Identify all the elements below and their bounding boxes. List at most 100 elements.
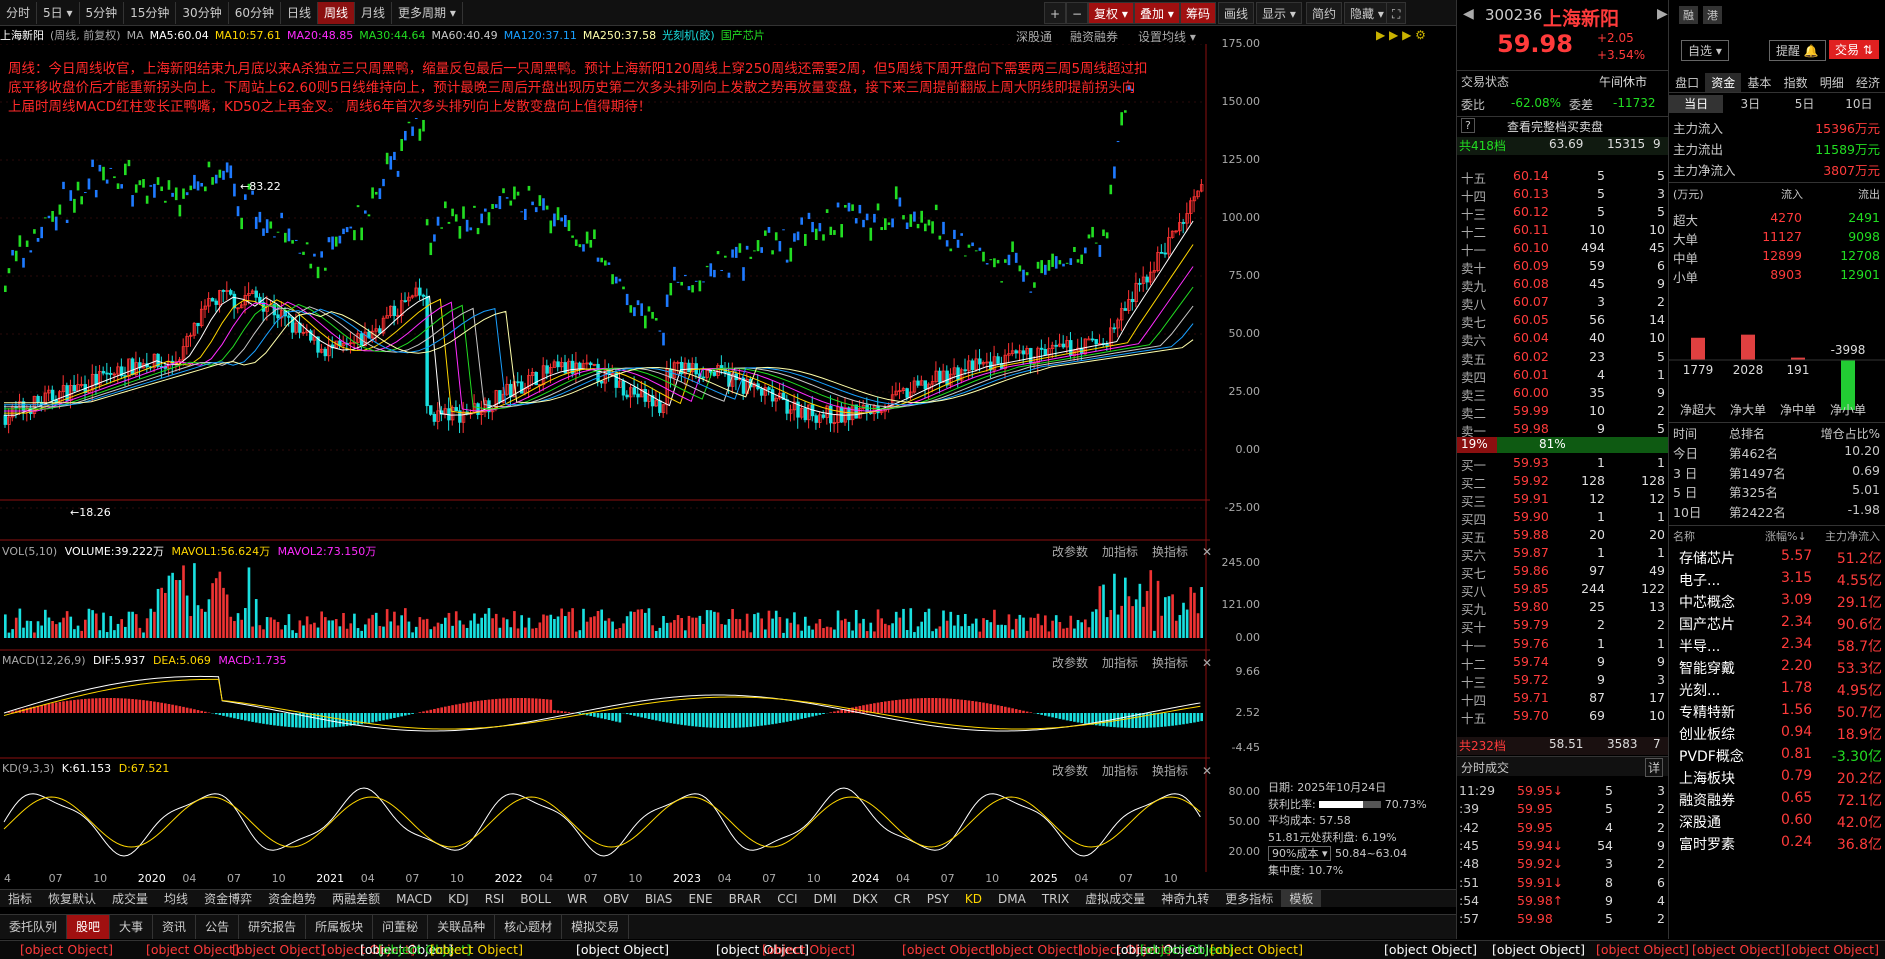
sector-row[interactable]: 光刻... 1.78 4.95亿 <box>1679 680 1882 699</box>
bid-row[interactable]: 买六 59.87 1 1 <box>1461 545 1665 564</box>
period-tab[interactable]: 月线 <box>355 1 393 24</box>
panel-button[interactable]: 改参数 <box>1052 764 1089 778</box>
indicator-option[interactable]: PSY <box>926 892 949 906</box>
tool-button[interactable]: 复权 ▾ <box>1088 2 1134 24</box>
indicator-option[interactable]: 更多指标 <box>1225 892 1274 906</box>
sector-row[interactable]: 富时罗素 0.24 36.8亿 <box>1679 834 1882 853</box>
ask-row[interactable]: 十三 60.12 5 5 <box>1461 204 1665 223</box>
indicator-option[interactable]: 指标 <box>8 892 33 906</box>
panel-button[interactable]: 换指标 <box>1152 545 1189 559</box>
period-tab[interactable]: 15分钟 <box>124 1 177 24</box>
indicator-option[interactable]: WR <box>567 892 588 906</box>
ask-row[interactable]: 卖四 60.01 4 1 <box>1461 366 1665 385</box>
capital-tab[interactable]: 盘口 <box>1675 76 1700 90</box>
period-tab[interactable]: 周线 <box>318 1 356 24</box>
kline-chart[interactable]: ←83.22 ←18.26 <box>0 44 1210 872</box>
play-controls-icon[interactable]: ▶ ▶ ▶ ⚙ <box>1376 28 1426 42</box>
sector-row[interactable]: 创业板综 0.94 18.9亿 <box>1679 724 1882 743</box>
help-icon[interactable]: ? <box>1461 118 1475 133</box>
period-subtab[interactable]: 10日 <box>1845 97 1873 111</box>
period-tab[interactable]: 30分钟 <box>176 1 229 24</box>
indicator-option[interactable]: KD <box>964 892 983 906</box>
bid-row[interactable]: 买九 59.80 25 13 <box>1461 599 1665 618</box>
sector-row[interactable]: 中芯概念 3.09 29.1亿 <box>1679 592 1882 611</box>
period-tab[interactable]: 5分钟 <box>80 1 125 24</box>
bottom-tab[interactable]: 股吧 <box>67 915 111 939</box>
bottom-tab[interactable]: 核心题材 <box>495 915 563 939</box>
ask-row[interactable]: 卖二 59.99 10 2 <box>1461 402 1665 421</box>
indicator-option[interactable]: 资金博弈 <box>204 892 253 906</box>
indicator-option[interactable]: 均线 <box>164 892 189 906</box>
indicator-option[interactable]: 神奇九转 <box>1161 892 1210 906</box>
bottom-tab[interactable]: 资讯 <box>153 915 197 939</box>
panel-button[interactable]: 改参数 <box>1052 656 1089 670</box>
cost-select[interactable]: 90%成本 ▾ <box>1268 846 1332 861</box>
period-tab[interactable]: 分时 <box>0 1 38 24</box>
panel-button[interactable]: 换指标 <box>1152 764 1189 778</box>
tool-button[interactable]: ⛶ <box>1386 2 1407 24</box>
indicator-option[interactable]: 成交量 <box>112 892 149 906</box>
panel-button[interactable]: 加指标 <box>1102 764 1139 778</box>
ask-row[interactable]: 十二 60.11 10 10 <box>1461 222 1665 241</box>
panel-button[interactable]: ✕ <box>1202 764 1213 778</box>
sector-row[interactable]: 半导... 2.34 58.7亿 <box>1679 636 1882 655</box>
alert-button[interactable]: 提醒 🔔 <box>1769 40 1826 61</box>
period-tab[interactable]: 日线 <box>281 1 318 24</box>
tool-button[interactable]: + <box>1044 2 1067 24</box>
period-tab[interactable]: 更多周期 ▾ <box>392 1 463 24</box>
prev-stock-icon[interactable]: ◀ <box>1463 6 1474 22</box>
indicator-option[interactable]: CR <box>894 892 911 906</box>
bottom-tab[interactable]: 所属板块 <box>306 915 374 939</box>
chart-link[interactable]: 深股通 <box>1016 30 1053 44</box>
period-subtab[interactable]: 5日 <box>1794 97 1815 111</box>
sector-row[interactable]: 存储芯片 5.57 51.2亿 <box>1679 548 1882 567</box>
capital-tab[interactable]: 资金 <box>1705 73 1742 92</box>
period-subtab[interactable]: 当日 <box>1669 95 1724 113</box>
bottom-tab[interactable]: 大事 <box>110 915 154 939</box>
panel-button[interactable]: 加指标 <box>1102 545 1139 559</box>
indicator-option[interactable]: DMA <box>998 892 1026 906</box>
ask-row[interactable]: 卖五 60.02 23 5 <box>1461 348 1665 367</box>
panel-button[interactable]: ✕ <box>1202 656 1213 670</box>
indicator-option[interactable]: DKX <box>852 892 878 906</box>
ask-row[interactable]: 卖六 60.04 40 10 <box>1461 330 1665 349</box>
sector-row[interactable]: 国产芯片 2.34 90.6亿 <box>1679 614 1882 633</box>
sector-row[interactable]: 智能穿戴 2.20 53.3亿 <box>1679 658 1882 677</box>
bottom-tab[interactable]: 模拟交易 <box>562 915 630 939</box>
sector-row[interactable]: 专精特新 1.56 50.7亿 <box>1679 702 1882 721</box>
bid-row[interactable]: 买三 59.91 12 12 <box>1461 491 1665 510</box>
indicator-option[interactable]: 恢复默认 <box>48 892 97 906</box>
indicator-option[interactable]: RSI <box>484 892 505 906</box>
panel-button[interactable]: 加指标 <box>1102 656 1139 670</box>
concept-tag[interactable]: 国产芯片 <box>720 29 765 42</box>
full-orderbook-link[interactable]: 查看完整档买卖盘 <box>1507 120 1604 134</box>
tool-button[interactable]: 隐藏 ▾ <box>1344 2 1390 24</box>
bottom-tab[interactable]: 研究报告 <box>239 915 307 939</box>
chart-link[interactable]: 融资融券 <box>1070 30 1119 44</box>
sector-row[interactable]: 电子... 3.15 4.55亿 <box>1679 570 1882 589</box>
indicator-option[interactable]: BRAR <box>728 892 762 906</box>
capital-tab[interactable]: 基本 <box>1747 76 1772 90</box>
bid-row[interactable]: 买十 59.79 2 2 <box>1461 617 1665 636</box>
indicator-option[interactable]: BOLL <box>520 892 552 906</box>
panel-button[interactable]: 改参数 <box>1052 545 1089 559</box>
ask-row[interactable]: 卖七 60.05 56 14 <box>1461 312 1665 331</box>
bottom-tab[interactable]: 委托队列 <box>0 915 68 939</box>
indicator-option[interactable]: 模板 <box>1281 890 1322 907</box>
indicator-option[interactable]: 两融差额 <box>332 892 381 906</box>
tool-button[interactable]: 叠加 ▾ <box>1134 2 1180 24</box>
tool-button[interactable]: 筹码 <box>1180 2 1217 24</box>
bid-row[interactable]: 买二 59.92 128 128 <box>1461 473 1665 492</box>
bid-row[interactable]: 十二 59.74 9 9 <box>1461 653 1665 672</box>
indicator-option[interactable]: BIAS <box>644 892 673 906</box>
next-stock-icon[interactable]: ▶ <box>1657 6 1668 22</box>
sector-row[interactable]: 融资融券 0.65 72.1亿 <box>1679 790 1882 809</box>
capital-tab[interactable]: 明细 <box>1819 76 1844 90</box>
indicator-option[interactable]: 资金趋势 <box>268 892 317 906</box>
tool-button[interactable]: − <box>1066 2 1089 24</box>
indicator-option[interactable]: 虚拟成交量 <box>1085 892 1146 906</box>
capital-tab[interactable]: 指数 <box>1783 76 1808 90</box>
watchlist-button[interactable]: 自选 ▾ <box>1681 40 1729 61</box>
indicator-option[interactable]: ENE <box>688 892 713 906</box>
bid-row[interactable]: 买一 59.93 1 1 <box>1461 455 1665 473</box>
